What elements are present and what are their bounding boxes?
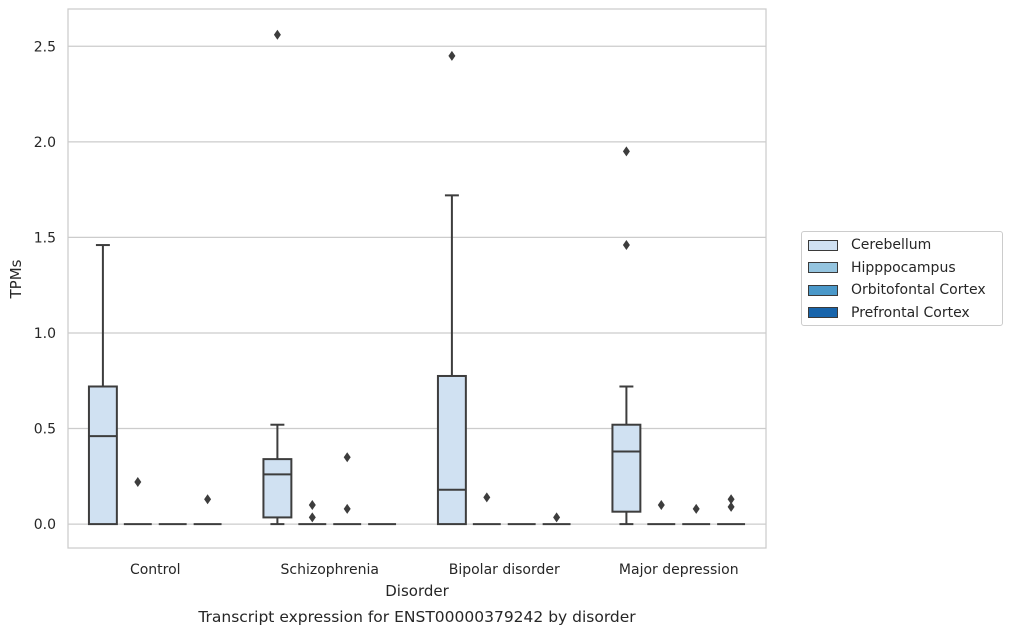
y-tick-label: 1.0	[34, 326, 56, 342]
outlier-point	[692, 503, 700, 514]
legend-swatch	[808, 307, 838, 318]
box-0-3	[611, 146, 642, 526]
outlier-point	[622, 240, 630, 251]
y-tick-label: 2.5	[34, 39, 56, 55]
box-2-3	[682, 503, 711, 526]
box-0-1	[262, 29, 293, 526]
box-iqr	[87, 385, 118, 526]
chart-title: Transcript expression for ENST0000037924…	[197, 608, 636, 626]
x-tick-label: Schizophrenia	[281, 562, 379, 578]
box-1-1	[298, 499, 327, 526]
x-tick-label: Bipolar disorder	[449, 562, 560, 578]
legend-item: Orbitofontal Cortex	[808, 281, 986, 299]
legend-item: Cerebellum	[808, 236, 931, 254]
x-tick-label: Major depression	[619, 562, 739, 578]
box-1-2	[472, 492, 501, 526]
legend-label: Prefrontal Cortex	[851, 304, 970, 321]
legend-label: Cerebellum	[851, 237, 932, 253]
y-tick-label: 0.5	[34, 422, 56, 438]
legend-label: Orbitofontal Cortex	[851, 282, 986, 298]
outlier-point	[727, 494, 735, 505]
legend-item: Hipppocampus	[808, 259, 956, 277]
y-tick-labels: 0.0 0.5 1.0 1.5 2.0 2.5	[34, 39, 56, 533]
box-iqr	[262, 458, 293, 519]
legend: Cerebellum Hipppocampus Orbitofontal Corte…	[801, 231, 1003, 326]
outlier-point	[657, 499, 665, 510]
box-0-0	[87, 244, 118, 526]
box-iqr	[436, 374, 467, 526]
y-tick-label: 0.0	[34, 517, 56, 533]
box-1-3	[647, 499, 676, 526]
outlier-point	[727, 501, 735, 512]
box-3-3	[717, 494, 746, 526]
outlier-point	[308, 499, 316, 510]
y-axis-label: TPMs	[7, 259, 25, 299]
legend-item: Prefrontal Cortex	[808, 304, 970, 322]
outlier-point	[134, 477, 142, 488]
outlier-point	[553, 512, 561, 523]
outlier-point	[483, 492, 491, 503]
outlier-point	[343, 452, 351, 463]
plot-frame	[67, 8, 767, 549]
legend-swatch	[808, 239, 838, 251]
y-tick-label: 2.0	[34, 135, 56, 151]
outlier-point	[204, 494, 212, 505]
legend-swatch	[808, 262, 838, 273]
legend-label: Hipppocampus	[851, 259, 956, 276]
gridlines	[68, 45, 766, 525]
box-1-0	[123, 477, 152, 526]
x-tick-label: Control	[130, 562, 181, 578]
outlier-point	[448, 50, 456, 61]
box-iqr	[611, 423, 642, 513]
x-tick-labels: Control Schizophrenia Bipolar disorder Majo…	[130, 562, 739, 578]
box-0-2	[436, 50, 467, 526]
y-tick-label: 1.5	[34, 230, 56, 246]
boxes	[87, 29, 746, 526]
box-3-2	[542, 512, 571, 526]
outlier-point	[273, 29, 281, 40]
outlier-point	[343, 503, 351, 514]
outlier-point	[622, 146, 630, 157]
x-axis-label: Disorder	[385, 582, 449, 600]
outlier-point	[308, 512, 316, 523]
legend-swatch	[808, 284, 838, 296]
box-3-0	[193, 494, 222, 526]
box-2-1	[333, 452, 362, 526]
